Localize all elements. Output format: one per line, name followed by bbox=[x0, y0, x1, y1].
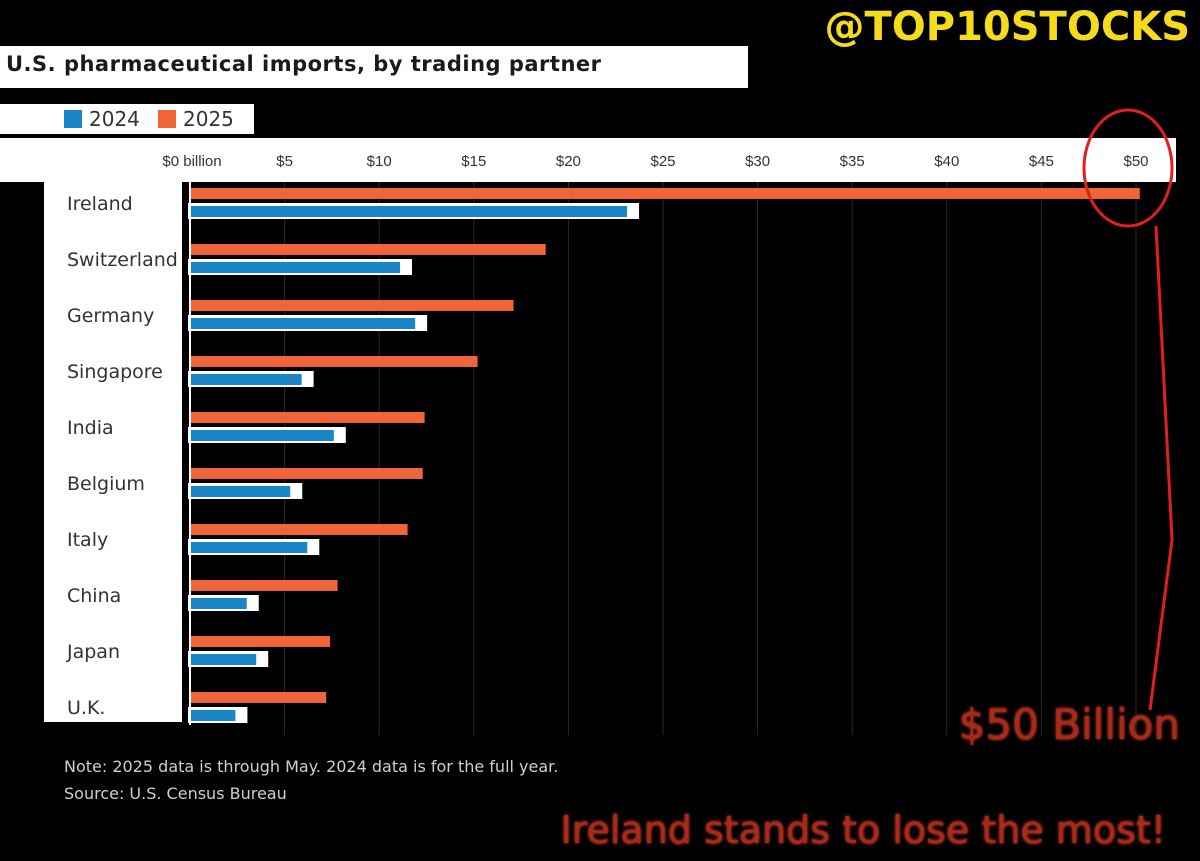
chart-note: Note: 2025 data is through May. 2024 dat… bbox=[64, 757, 559, 776]
bar-2024 bbox=[190, 486, 291, 497]
x-tick-label: $5 bbox=[276, 153, 293, 170]
title-box: U.S. pharmaceutical imports, by trading … bbox=[0, 46, 748, 88]
x-tick-label: $40 bbox=[934, 153, 959, 170]
highlight-circle bbox=[1082, 108, 1174, 228]
callout-pointer bbox=[1148, 225, 1174, 711]
bar-2024 bbox=[190, 374, 302, 385]
category-label: Singapore bbox=[67, 361, 163, 383]
bar-2025 bbox=[190, 412, 425, 423]
legend: 2024 2025 bbox=[0, 104, 254, 134]
x-axis-band bbox=[0, 138, 1176, 182]
category-label: Belgium bbox=[67, 473, 145, 495]
bar-2025 bbox=[190, 244, 546, 255]
bar-2025 bbox=[190, 580, 338, 591]
bar-2024 bbox=[190, 654, 257, 665]
chart-source: Source: U.S. Census Bureau bbox=[64, 784, 287, 803]
category-label: India bbox=[67, 417, 114, 439]
x-tick-label: $50 bbox=[1123, 153, 1148, 170]
bar-2025 bbox=[190, 300, 514, 311]
bar-2024 bbox=[190, 430, 334, 441]
legend-label-2025: 2025 bbox=[183, 107, 234, 131]
bar-2025 bbox=[190, 692, 327, 703]
x-tick-label: $20 bbox=[556, 153, 581, 170]
bar-2025 bbox=[190, 188, 1140, 199]
category-label: Germany bbox=[67, 305, 154, 327]
callout-amount: $50 Billion bbox=[958, 700, 1180, 749]
bar-2024 bbox=[190, 206, 628, 217]
bar-2024 bbox=[190, 542, 308, 553]
category-label: Japan bbox=[66, 641, 120, 663]
category-label: Ireland bbox=[67, 193, 133, 215]
category-label: Switzerland bbox=[67, 249, 178, 271]
x-tick-label: $10 bbox=[367, 153, 392, 170]
x-tick-label: $15 bbox=[461, 153, 486, 170]
chart-title: U.S. pharmaceutical imports, by trading … bbox=[6, 52, 602, 76]
x-tick-label: $0 billion bbox=[162, 153, 221, 170]
legend-label-2024: 2024 bbox=[89, 107, 140, 131]
x-tick-label: $30 bbox=[745, 153, 770, 170]
bar-2024 bbox=[190, 318, 416, 329]
x-tick-label: $45 bbox=[1029, 153, 1054, 170]
legend-item-2025: 2025 bbox=[158, 107, 234, 131]
watermark: @TOP10STOCKS bbox=[824, 4, 1190, 50]
legend-swatch-2025 bbox=[158, 110, 176, 128]
bar-2025 bbox=[190, 524, 408, 535]
bar-2025 bbox=[190, 468, 423, 479]
category-label: Italy bbox=[67, 529, 108, 551]
bar-2025 bbox=[190, 356, 478, 367]
category-label: China bbox=[67, 585, 121, 607]
bar-2024 bbox=[190, 262, 401, 273]
bar-2024 bbox=[190, 710, 236, 721]
legend-item-2024: 2024 bbox=[64, 107, 140, 131]
bar-2024 bbox=[190, 598, 247, 609]
bar-2025 bbox=[190, 636, 331, 647]
category-label-panel bbox=[44, 182, 182, 722]
x-tick-label: $25 bbox=[650, 153, 675, 170]
x-tick-label: $35 bbox=[840, 153, 865, 170]
category-label: U.K. bbox=[67, 697, 105, 719]
legend-swatch-2024 bbox=[64, 110, 82, 128]
callout-message: Ireland stands to lose the most! bbox=[560, 808, 1167, 852]
